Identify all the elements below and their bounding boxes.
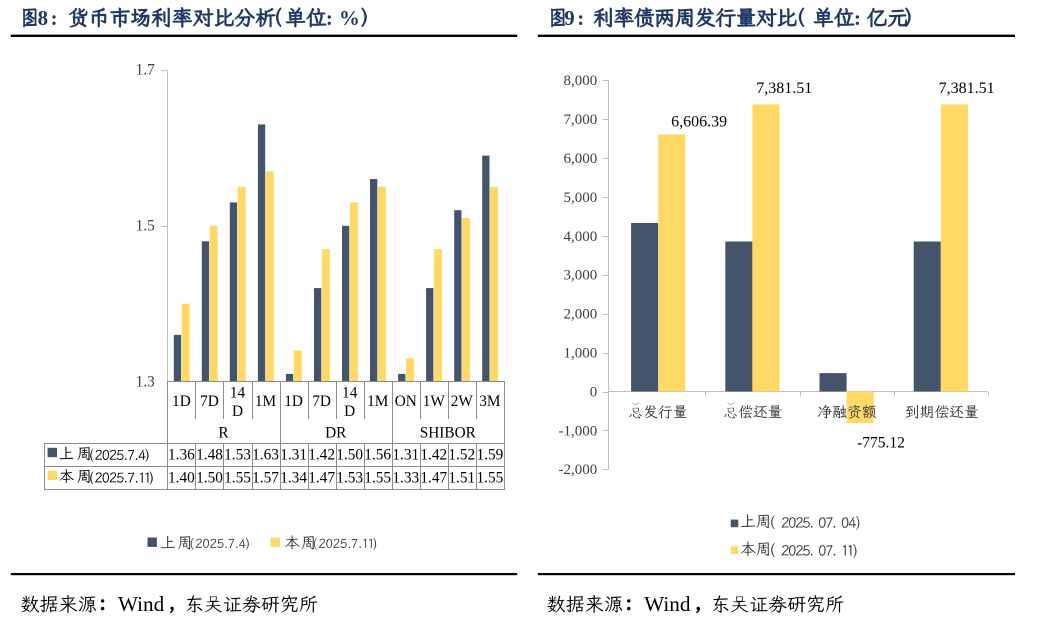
- svg-text:3M: 3M: [479, 393, 501, 410]
- svg-text::: :: [326, 7, 333, 30]
- svg-text:7D: 7D: [312, 393, 331, 410]
- svg-text:1.53: 1.53: [336, 469, 363, 486]
- svg-text:2W: 2W: [451, 393, 474, 410]
- svg-text:1D: 1D: [284, 393, 303, 410]
- svg-text:Wind: Wind: [644, 592, 691, 616]
- svg-text:7,381.51: 7,381.51: [756, 80, 812, 97]
- svg-text:5,000: 5,000: [564, 190, 598, 206]
- svg-text:1.63: 1.63: [252, 447, 279, 464]
- svg-text:7,381.51: 7,381.51: [939, 80, 995, 97]
- svg-text:1M: 1M: [255, 393, 277, 410]
- svg-text:1.42: 1.42: [308, 447, 335, 464]
- svg-text:1.42: 1.42: [420, 447, 447, 464]
- svg-text:1.53: 1.53: [224, 447, 251, 464]
- svg-text:D: D: [232, 403, 243, 420]
- svg-text:1.5: 1.5: [136, 218, 155, 235]
- svg-text:1.51: 1.51: [448, 469, 475, 486]
- svg-text:1.50: 1.50: [336, 447, 363, 464]
- svg-text:1.48: 1.48: [196, 447, 223, 464]
- svg-text:R: R: [218, 424, 229, 441]
- svg-text:%: %: [339, 7, 360, 30]
- svg-text:8: 8: [38, 7, 48, 30]
- svg-text:1.59: 1.59: [477, 447, 504, 464]
- svg-text:1.55: 1.55: [224, 469, 251, 486]
- svg-text:-1,000: -1,000: [559, 423, 598, 439]
- svg-text:8,000: 8,000: [564, 73, 598, 89]
- svg-text:1.31: 1.31: [392, 447, 419, 464]
- svg-text:1D: 1D: [172, 393, 191, 410]
- svg-text:1.52: 1.52: [448, 447, 475, 464]
- svg-text:1W: 1W: [423, 393, 446, 410]
- svg-text:Wind: Wind: [118, 592, 165, 616]
- svg-text:1.36: 1.36: [168, 447, 195, 464]
- svg-text:1.55: 1.55: [477, 469, 504, 486]
- svg-text:SHIBOR: SHIBOR: [420, 424, 477, 441]
- svg-text:1.7: 1.7: [136, 62, 155, 79]
- svg-text:1.47: 1.47: [420, 469, 447, 486]
- svg-text:6,000: 6,000: [564, 151, 598, 167]
- svg-text:1M: 1M: [367, 393, 389, 410]
- svg-text:0: 0: [590, 384, 598, 400]
- svg-text:1.56: 1.56: [364, 447, 391, 464]
- svg-text:1.33: 1.33: [392, 469, 419, 486]
- svg-text:1.3: 1.3: [136, 374, 155, 391]
- svg-text:-775.12: -775.12: [857, 434, 905, 451]
- svg-text:6,606.39: 6,606.39: [671, 113, 727, 130]
- svg-text:1.47: 1.47: [308, 469, 335, 486]
- svg-text:14: 14: [230, 385, 246, 402]
- svg-text:1,000: 1,000: [564, 346, 598, 362]
- svg-text:4,000: 4,000: [564, 229, 598, 245]
- svg-text:-2,000: -2,000: [559, 462, 598, 478]
- svg-text:7,000: 7,000: [564, 112, 598, 128]
- svg-text:D: D: [344, 403, 355, 420]
- svg-text:1.55: 1.55: [364, 469, 391, 486]
- svg-text:ON: ON: [395, 393, 417, 410]
- svg-text:9: 9: [564, 7, 574, 30]
- svg-text:2,000: 2,000: [564, 307, 598, 323]
- svg-text::: :: [577, 7, 584, 30]
- svg-text:1.31: 1.31: [280, 447, 307, 464]
- svg-text:DR: DR: [325, 424, 347, 441]
- svg-text:1.34: 1.34: [280, 469, 307, 486]
- svg-text:1.57: 1.57: [252, 469, 279, 486]
- svg-text::: :: [51, 7, 58, 30]
- svg-text:1.50: 1.50: [196, 469, 223, 486]
- svg-text:3,000: 3,000: [564, 268, 598, 284]
- svg-text:1.40: 1.40: [168, 469, 195, 486]
- svg-text:14: 14: [342, 385, 358, 402]
- svg-text:7D: 7D: [200, 393, 219, 410]
- svg-text::: :: [854, 7, 861, 30]
